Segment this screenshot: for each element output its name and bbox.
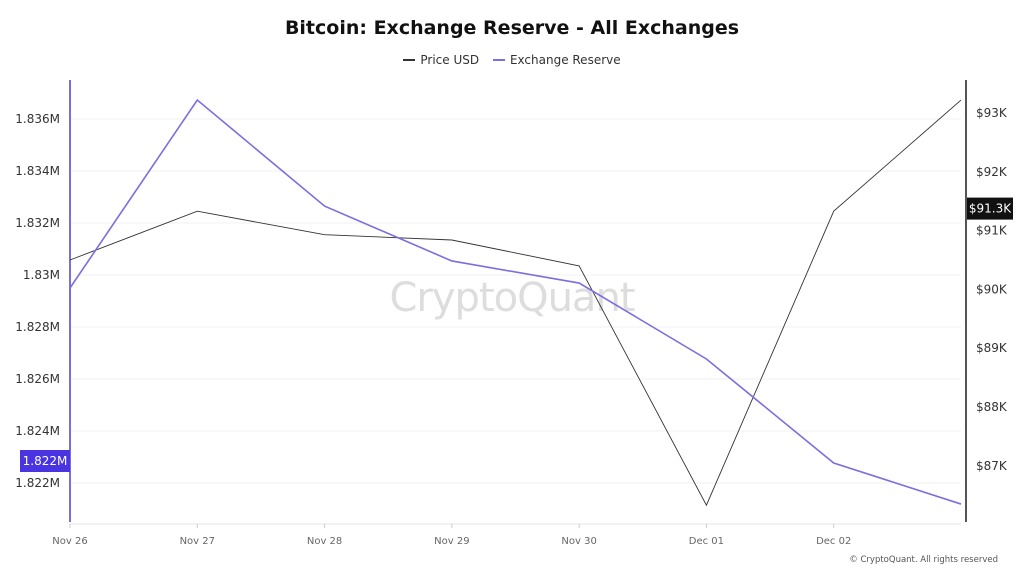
right-tick-label: $92K (976, 165, 1008, 179)
left-tick-label: 1.824M (15, 424, 60, 438)
right-crosshair-badge (967, 197, 1013, 220)
legend: Price USD Exchange Reserve (0, 50, 1024, 67)
left-tick-label: 1.826M (15, 372, 60, 386)
left-tick-label: 1.822M (15, 476, 60, 490)
x-tick-label: Nov 26 (52, 536, 87, 547)
right-tick-label: $91K (976, 224, 1008, 238)
left-tick-label: 1.836M (15, 112, 60, 126)
legend-item-price[interactable]: Price USD (403, 53, 479, 67)
left-tick-label: 1.834M (15, 164, 60, 178)
left-crosshair-badge (20, 450, 70, 472)
left-crosshair-label: 1.822M (23, 454, 68, 468)
x-tick-label: Dec 01 (689, 536, 724, 547)
x-tick-label: Nov 30 (561, 536, 596, 547)
right-crosshair-label: $91.3K (969, 202, 1012, 216)
legend-label: Exchange Reserve (509, 53, 621, 67)
copyright: © CryptoQuant. All rights reserved (849, 555, 998, 565)
x-tick-label: Dec 02 (816, 536, 851, 547)
right-tick-label: $90K (976, 282, 1008, 296)
right-tick-label: $89K (976, 341, 1008, 355)
watermark: CryptoQuant (389, 275, 636, 321)
right-tick-label: $87K (976, 459, 1008, 473)
legend-swatch (492, 59, 505, 61)
exchange-reserve-line (69, 98, 962, 505)
x-tick-label: Nov 28 (307, 536, 342, 547)
right-tick-label: $93K (976, 106, 1008, 120)
price-usd-line (69, 99, 962, 507)
left-tick-label: 1.832M (15, 216, 60, 230)
x-tick-label: Nov 27 (180, 536, 215, 547)
left-tick-label: 1.828M (15, 320, 60, 334)
right-tick-label: $88K (976, 400, 1008, 414)
legend-label: Price USD (420, 53, 480, 67)
left-tick-label: 1.83M (23, 268, 60, 282)
legend-swatch (403, 59, 416, 61)
x-tick-label: Nov 29 (434, 536, 469, 547)
chart-title: Bitcoin: Exchange Reserve - All Exchange… (284, 17, 740, 39)
legend-item-reserve[interactable]: Exchange Reserve (492, 53, 621, 67)
